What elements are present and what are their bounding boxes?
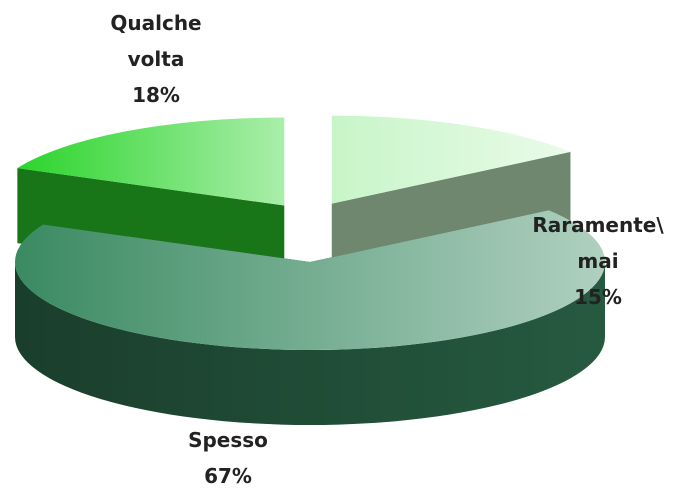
value-label: 67% — [204, 464, 252, 488]
slice-side — [15, 262, 605, 425]
slice-label: Qualche volta 18% — [56, 5, 256, 113]
slice-label: Spesso 67% — [128, 422, 328, 493]
category-label: Qualche volta — [110, 11, 202, 71]
slice-label: Raramente\mai 15% — [498, 207, 680, 315]
value-label: 15% — [574, 285, 622, 309]
category-label: Spesso — [188, 428, 268, 452]
slice — [331, 115, 571, 204]
slice — [17, 117, 285, 206]
category-label: Raramente\mai — [532, 213, 664, 273]
value-label: 18% — [132, 83, 180, 107]
slice — [14, 210, 606, 350]
